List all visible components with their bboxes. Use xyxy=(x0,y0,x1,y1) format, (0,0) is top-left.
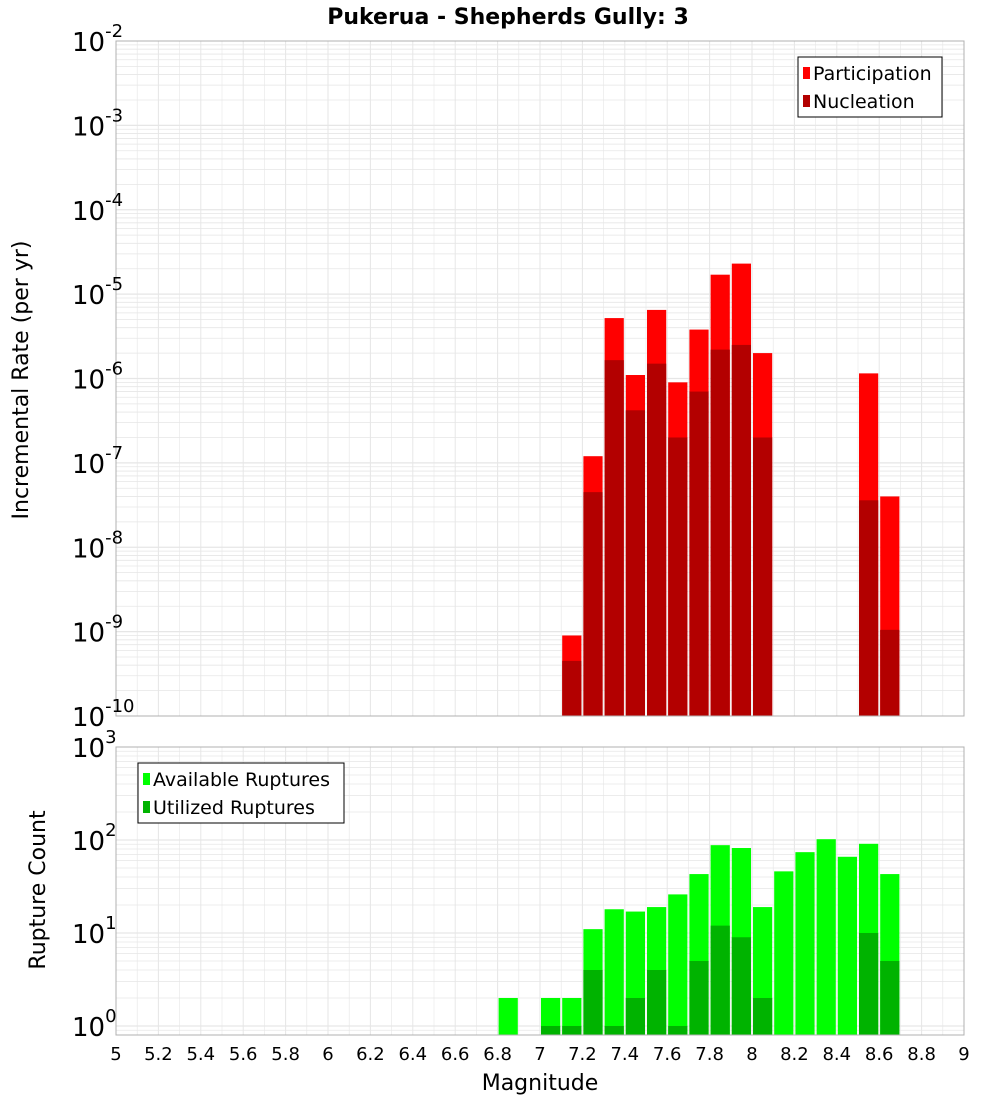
rate-bar-secondary xyxy=(731,344,751,716)
rate-panel: 10-10 10-9 10-8 10-7 10-6 10-5 10-4 10-3 10-2 Par… xyxy=(72,21,965,733)
count-y-tick-label: 103 xyxy=(72,727,117,764)
rate-bar-secondary xyxy=(604,360,624,716)
count-bar-secondary xyxy=(604,1025,624,1035)
x-tick-label: 8 xyxy=(746,1044,757,1065)
count-bar-primary xyxy=(604,909,624,1035)
count-bar-secondary xyxy=(562,1025,582,1035)
rate-legend-swatch xyxy=(803,67,810,79)
x-tick-label: 6 xyxy=(322,1044,333,1065)
count-bar-primary xyxy=(562,997,582,1035)
count-axis-label: Rupture Count xyxy=(26,810,51,970)
rate-bar-secondary xyxy=(562,660,582,716)
count-bar-secondary xyxy=(668,1025,688,1035)
rate-bar-secondary xyxy=(753,437,773,716)
x-tick-label: 6.6 xyxy=(441,1044,470,1065)
x-tick-label: 5.2 xyxy=(144,1044,173,1065)
rate-legend-label: Nucleation xyxy=(813,91,915,113)
rate-bar-secondary xyxy=(647,363,667,716)
count-bar-primary xyxy=(795,852,815,1035)
count-legend-label: Utilized Ruptures xyxy=(153,797,315,819)
rate-y-tick-label: 10-2 xyxy=(72,21,123,58)
count-bar-primary xyxy=(837,856,857,1035)
rate-y-tick-label: 10-6 xyxy=(72,359,123,396)
x-tick-label: 8.8 xyxy=(907,1044,936,1065)
rate-legend-box xyxy=(797,56,943,118)
count-bar-primary xyxy=(774,871,794,1035)
x-tick-label: 7.4 xyxy=(610,1044,639,1065)
rate-bar-secondary xyxy=(689,391,709,716)
count-legend-label: Available Ruptures xyxy=(153,769,330,791)
rate-legend-swatch xyxy=(803,95,810,107)
x-tick-label: 7.2 xyxy=(568,1044,597,1065)
count-bar-secondary xyxy=(880,960,900,1035)
x-tick-label: 7 xyxy=(534,1044,545,1065)
count-bar-primary xyxy=(541,997,561,1035)
count-bar-secondary xyxy=(731,937,751,1035)
count-legend: Available Ruptures Utilized Ruptures xyxy=(137,762,345,824)
rate-bar-secondary xyxy=(859,500,879,716)
x-tick-label: 5 xyxy=(110,1044,121,1065)
rate-frame xyxy=(115,40,965,717)
count-legend-swatch xyxy=(143,801,150,813)
count-bar-primary xyxy=(498,997,518,1035)
x-tick-label: 8.2 xyxy=(780,1044,809,1065)
x-tick-label: 5.4 xyxy=(186,1044,215,1065)
rate-y-tick-label: 10-3 xyxy=(72,105,123,142)
rate-bar-secondary xyxy=(710,349,730,716)
count-y-tick-label: 102 xyxy=(72,820,117,857)
rate-bar-secondary xyxy=(583,492,603,716)
count-bar-secondary xyxy=(583,969,603,1035)
count-panel: 100 101 102 103 Available Ruptures Utilized R… xyxy=(72,727,970,1065)
rate-y-tick-label: 10-5 xyxy=(72,274,123,311)
count-legend-box xyxy=(137,762,345,824)
count-bar-primary xyxy=(816,839,836,1035)
count-bar-secondary xyxy=(689,960,709,1035)
magnitude-axis-label: Magnitude xyxy=(482,1071,599,1096)
x-tick-label: 6.2 xyxy=(356,1044,385,1065)
count-y-tick-label: 101 xyxy=(72,913,117,950)
x-tick-label: 6.4 xyxy=(398,1044,427,1065)
count-bar-secondary xyxy=(859,932,879,1035)
x-tick-label: 8.4 xyxy=(822,1044,851,1065)
rate-bar-secondary xyxy=(668,437,688,716)
rate-y-tick-label: 10-10 xyxy=(72,696,135,733)
x-tick-label: 9 xyxy=(958,1044,969,1065)
x-tick-label: 6.8 xyxy=(483,1044,512,1065)
x-tick-label: 5.8 xyxy=(271,1044,300,1065)
x-tick-label: 8.6 xyxy=(865,1044,894,1065)
rate-bar-secondary xyxy=(880,629,900,716)
rate-y-tick-label: 10-8 xyxy=(72,527,123,564)
count-bar-secondary xyxy=(753,997,773,1035)
count-bar-secondary xyxy=(647,969,667,1035)
rate-y-tick-label: 10-7 xyxy=(72,443,123,480)
chart-title: Pukerua - Shepherds Gully: 3 xyxy=(327,5,689,30)
x-tick-label: 7.8 xyxy=(695,1044,724,1065)
x-tick-label: 5.6 xyxy=(229,1044,258,1065)
x-tick-label: 7.6 xyxy=(653,1044,682,1065)
count-y-tick-label: 100 xyxy=(72,1006,117,1043)
count-bar-secondary xyxy=(625,997,645,1035)
rate-y-tick-label: 10-9 xyxy=(72,612,123,649)
count-legend-swatch xyxy=(143,773,150,785)
rate-axis-label: Incremental Rate (per yr) xyxy=(9,241,34,520)
rate-legend-label: Participation xyxy=(813,63,932,85)
rate-legend: Participation Nucleation xyxy=(797,56,943,118)
rate-y-tick-label: 10-4 xyxy=(72,190,123,227)
count-bar-secondary xyxy=(541,1025,561,1035)
count-bar-secondary xyxy=(710,925,730,1035)
count-frame xyxy=(115,746,965,1036)
rate-bar-secondary xyxy=(625,410,645,716)
count-bar-primary xyxy=(668,894,688,1035)
